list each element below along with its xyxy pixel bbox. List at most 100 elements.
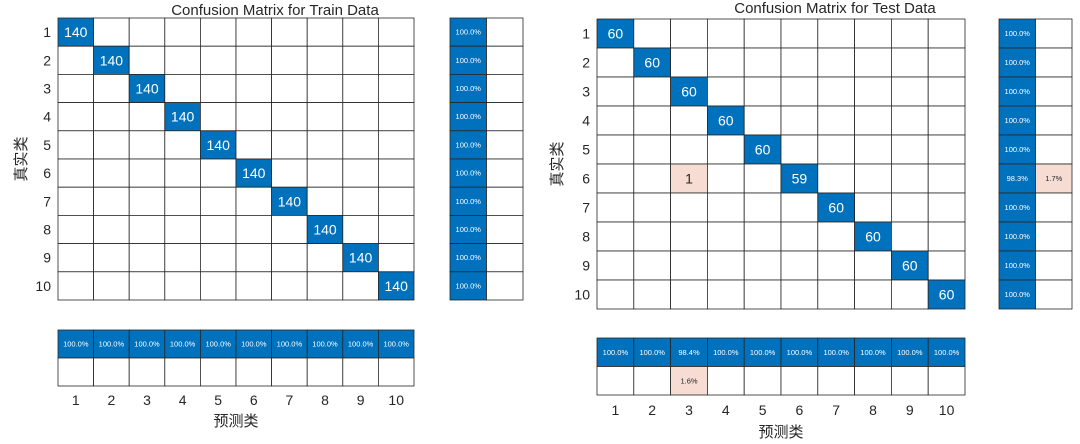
matrix-cell	[57, 45, 94, 75]
matrix-cell	[670, 163, 708, 194]
row-summary-wrong-cell	[1035, 105, 1073, 136]
matrix-cell	[596, 250, 635, 281]
matrix-cell	[93, 74, 130, 104]
y-tick-label: 8	[582, 229, 590, 245]
matrix-cell	[743, 279, 782, 310]
matrix-cell	[235, 214, 272, 244]
matrix-cell	[235, 45, 272, 75]
x-tick-label: 5	[214, 392, 222, 408]
y-tick-label: 5	[43, 137, 51, 153]
matrix-cell	[891, 105, 929, 136]
y-axis-label: 真实类	[548, 141, 566, 186]
col-summary-correct-value: 100.0%	[639, 348, 665, 357]
matrix-cell	[891, 279, 929, 310]
row-summary-wrong-cell	[486, 102, 524, 132]
matrix-cell-value: 60	[681, 84, 697, 100]
matrix-cell-value: 140	[100, 52, 124, 68]
col-summary-correct-value: 100.0%	[934, 348, 960, 357]
matrix-cell	[93, 45, 130, 75]
matrix-cell	[342, 186, 379, 216]
matrix-cell	[817, 134, 855, 165]
col-summary-correct-value: 100.0%	[713, 348, 739, 357]
confusion-panel-train: Confusion Matrix for Train Data 140 140 140…	[12, 2, 524, 430]
matrix-cell	[927, 221, 966, 252]
matrix-cell	[164, 271, 201, 301]
row-summary-correct-value: 100.0%	[456, 253, 482, 262]
col-summary-wrong-cell	[271, 357, 308, 387]
x-tick-label: 6	[250, 392, 258, 408]
row-summary-wrong-cell	[486, 243, 524, 273]
matrix-cell	[199, 102, 237, 132]
row-summary-correct-value: 100.0%	[456, 28, 482, 37]
matrix-cell	[164, 186, 201, 216]
y-tick-label: 1	[582, 26, 590, 42]
matrix-cell	[780, 47, 819, 78]
matrix-cell	[854, 18, 892, 49]
matrix-cell-value: 140	[278, 193, 302, 209]
matrix-cell	[128, 271, 166, 301]
row-summary-wrong-cell	[1035, 279, 1073, 310]
row-summary-wrong-cell	[1035, 250, 1073, 281]
matrix-cell	[306, 214, 344, 244]
y-tick-label: 1	[43, 24, 51, 40]
matrix-cell	[306, 130, 344, 160]
matrix-cell	[306, 186, 344, 216]
matrix-cell	[164, 45, 201, 75]
matrix-cell	[199, 74, 237, 104]
matrix-cell	[57, 214, 94, 244]
matrix-cell	[780, 221, 819, 252]
matrix-cell	[235, 158, 272, 188]
col-summary-wrong-cell	[780, 366, 819, 396]
matrix-cell	[633, 192, 671, 223]
col-summary-correct-cell	[596, 337, 635, 367]
matrix-cell	[891, 18, 929, 49]
col-summary-correct-value: 100.0%	[897, 348, 923, 357]
matrix-cell-value: 140	[135, 81, 159, 97]
col-summary-correct-value: 100.0%	[348, 340, 374, 349]
row-summary-wrong-value: 1.7%	[1045, 174, 1062, 183]
matrix-cell	[743, 163, 782, 194]
matrix-cell-value: 60	[939, 287, 955, 303]
matrix-cell	[377, 186, 415, 216]
matrix-cell	[780, 105, 819, 136]
col-summary-correct-value: 100.0%	[63, 340, 89, 349]
matrix-cell	[817, 163, 855, 194]
col-summary-correct-cell	[670, 337, 708, 367]
row-summary-correct-value: 100.0%	[1005, 29, 1031, 38]
matrix-cell	[927, 279, 966, 310]
x-tick-label: 3	[685, 402, 693, 418]
matrix-cell	[271, 158, 308, 188]
y-tick-label: 6	[43, 165, 51, 181]
row-summary-wrong-cell	[1035, 76, 1073, 107]
matrix-cell	[817, 76, 855, 107]
x-tick-label: 8	[321, 392, 329, 408]
matrix-cell	[164, 243, 201, 273]
matrix-cell	[891, 163, 929, 194]
matrix-cell	[854, 163, 892, 194]
matrix-cell	[128, 17, 166, 47]
matrix-cell	[199, 186, 237, 216]
row-summary-correct-value: 100.0%	[456, 140, 482, 149]
col-summary-correct-value: 100.0%	[823, 348, 849, 357]
row-summary-wrong-cell	[486, 214, 524, 244]
matrix-cell	[164, 74, 201, 104]
matrix-cell	[306, 271, 344, 301]
matrix-cell-value: 140	[64, 24, 88, 40]
col-summary-wrong-cell	[235, 357, 272, 387]
matrix-cell	[927, 163, 966, 194]
matrix-cell	[780, 134, 819, 165]
matrix-cell	[854, 250, 892, 281]
matrix-cell	[306, 74, 344, 104]
matrix-cell	[891, 76, 929, 107]
matrix-cell	[854, 134, 892, 165]
matrix-cell	[235, 186, 272, 216]
matrix-cell	[743, 250, 782, 281]
matrix-cell	[57, 158, 94, 188]
col-summary-correct-cell	[57, 329, 94, 359]
matrix-cell	[128, 130, 166, 160]
matrix-cell	[707, 250, 745, 281]
matrix-cell	[164, 158, 201, 188]
matrix-cell	[707, 18, 745, 49]
matrix-cell	[707, 76, 745, 107]
matrix-cell	[596, 279, 635, 310]
